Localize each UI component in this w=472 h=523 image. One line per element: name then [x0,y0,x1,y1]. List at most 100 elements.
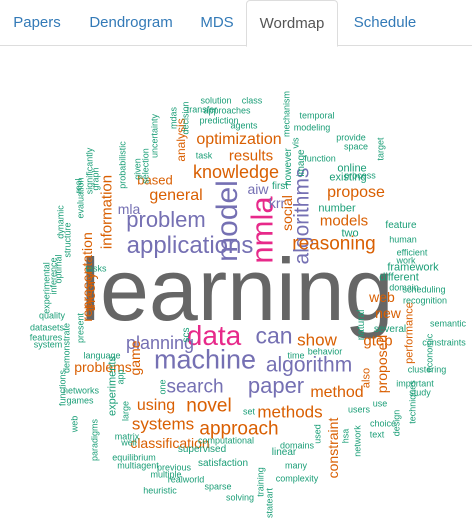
word-text: text [369,429,385,440]
word-machine: machine [153,344,257,375]
word-hsa: hsa [340,428,351,444]
word-planning: planning [125,333,195,353]
nav-tabs: Papers Dendrogram MDS Wordmap Schedule [0,0,472,47]
word-complexity: complexity [275,473,319,484]
word-social: social [279,195,295,231]
word-search: search [166,376,224,398]
word-problem: problem [126,207,206,232]
word-method: method [310,384,364,401]
word-behavior: behavior [307,346,343,357]
tab-papers[interactable]: Papers [13,14,61,31]
word-theory: theory [82,272,98,312]
word-gtep: gtep [363,332,393,350]
word-first: first [271,181,289,192]
word-demonstrate: demonstrate [61,322,72,374]
word-also: also [360,367,373,389]
word-graph: graph [90,167,101,191]
word-work: work [396,255,416,266]
word-approaches: approaches [203,105,251,116]
word-target: target [375,137,386,161]
word-different: different [379,271,419,284]
word-datasets: datasets [29,322,65,333]
word-well: well [121,437,137,448]
word-domains: domains [279,440,315,451]
word-class: class [241,95,263,106]
word-clustering: clustering [407,364,447,375]
word-transfer: transfer [186,104,218,115]
word-networks: networks [62,385,100,396]
word-propose: propose [327,184,385,201]
word-process: process [344,170,376,181]
word-task: task [195,150,213,161]
tab-wordmap[interactable]: Wordmap [246,0,338,47]
word-results: results [228,147,274,165]
word-previous: previous [156,462,192,473]
word-mla: mla [117,201,141,217]
word-number: number [318,202,356,215]
word-structure: structure [62,222,73,258]
word-methods: methods [257,402,323,422]
word-scheduling: scheduling [402,284,446,295]
word-uncertainty: uncertainty [149,113,160,159]
word-applications: applications [126,232,254,259]
word-experiments: experiments [106,356,119,416]
word-problems: problems [74,359,132,375]
word-multiple: multiple [150,469,182,480]
word-framework: framework [387,261,439,274]
word-many: many [284,460,308,471]
word-quality: quality [38,310,66,321]
word-two: two [341,227,359,240]
word-information: information [98,174,116,250]
word-agents: agents [230,120,258,131]
word-mdas: mdas [168,106,179,130]
word-several: several [373,324,407,335]
word-reasoning: reasoning [292,233,376,255]
word-system: system [33,339,63,350]
word-use: use [372,398,388,409]
word-important: important [396,378,434,389]
tab-dendrogram[interactable]: Dendrogram [89,14,173,31]
word-proposed: proposed [374,334,390,394]
word-natural: natural [356,309,367,341]
word-used: used [312,424,323,444]
word-recognition: recognition [402,295,448,306]
word-real: real [73,178,84,194]
word-learning: learning [80,240,394,339]
word-scs: scs [181,327,192,343]
word-can: can [255,322,293,349]
word-realworld: realworld [167,474,205,485]
word-solution: solution [200,95,232,106]
tab-schedule[interactable]: Schedule [353,14,417,31]
word-probabilistic: probabilistic [117,141,128,189]
word-linear: linear [271,447,297,458]
word-image: image [296,149,307,177]
word-large: large [120,400,131,422]
word-general: general [149,187,203,204]
word-time: time [287,350,305,361]
word-paper: paper [247,373,305,398]
word-using: using [136,397,176,414]
word-sparse: sparse [204,481,232,492]
word-experimental: experimental [41,262,52,314]
word-domain: domain [389,282,419,293]
word-satisfaction: satisfaction [197,458,249,469]
word-games: games [66,395,94,406]
word-stateart: stateart [264,487,275,519]
word-web: web [369,289,395,305]
word-users: users [347,404,371,415]
word-model: model [211,180,244,262]
word-choice: choice [369,418,397,429]
word-based: based [137,172,173,188]
word-classification: classification [130,435,210,451]
tab-mds[interactable]: MDS [200,14,234,31]
word-game: game [127,340,143,376]
word-prediction: prediction [199,115,239,126]
word-function: function [304,153,336,164]
word-mechanism: mechanism [281,90,292,138]
word-aiw: aiw [247,181,269,197]
word-present: present [75,312,86,344]
word-systems: systems [131,414,195,434]
word-modeling: modeling [293,122,331,133]
word-provide: provide [336,132,366,143]
word-semantic: semantic [429,318,467,329]
